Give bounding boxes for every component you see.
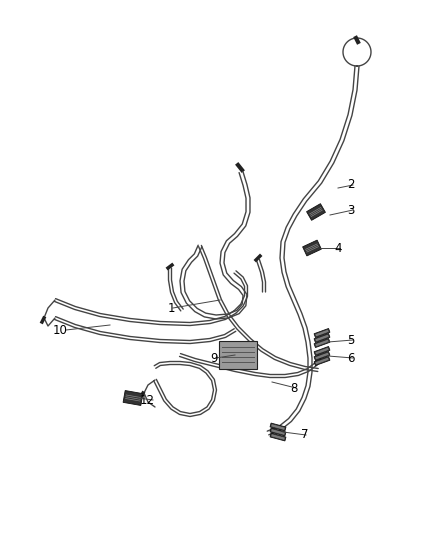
Polygon shape [314,338,330,348]
Text: 6: 6 [347,351,355,365]
Polygon shape [270,433,286,441]
Text: 9: 9 [211,351,218,365]
Polygon shape [314,357,330,366]
Polygon shape [270,423,286,431]
Text: 5: 5 [348,334,355,346]
Text: 2: 2 [347,179,355,191]
Text: 8: 8 [291,382,298,394]
Text: 7: 7 [300,429,308,441]
Text: 4: 4 [335,241,342,254]
Polygon shape [314,346,330,356]
Text: 12: 12 [140,393,155,407]
Polygon shape [314,351,330,360]
Polygon shape [307,204,325,220]
Polygon shape [314,328,330,337]
Text: 3: 3 [348,204,355,216]
Text: 1: 1 [167,302,175,314]
Polygon shape [219,341,257,369]
Text: 10: 10 [53,324,68,336]
Polygon shape [123,391,143,406]
Polygon shape [314,334,330,343]
Polygon shape [303,240,321,256]
Polygon shape [270,428,286,436]
